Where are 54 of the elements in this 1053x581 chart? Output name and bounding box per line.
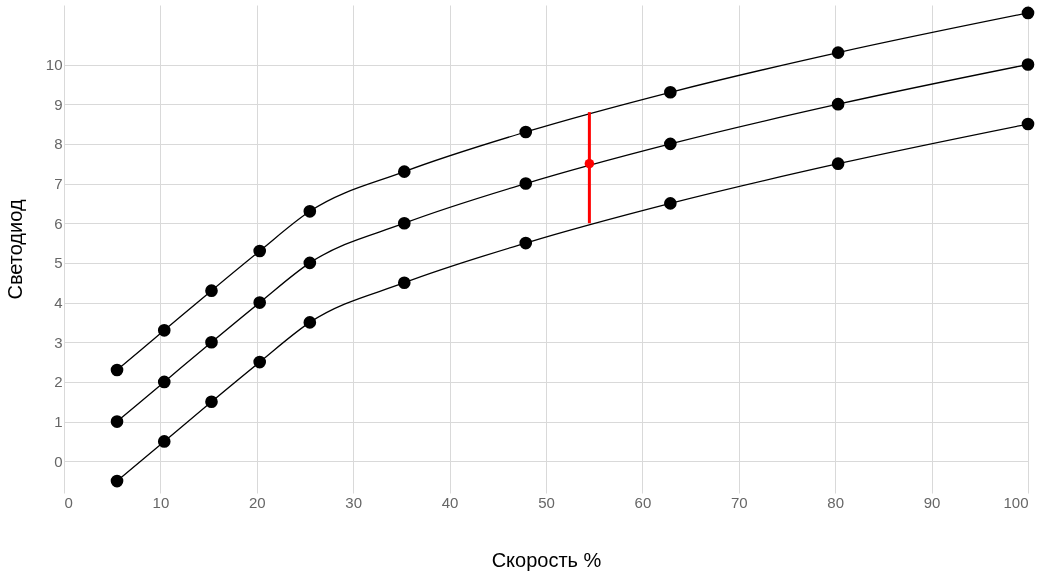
point (157, 375, 171, 389)
x-tick-label: 70 (730, 493, 748, 511)
point (397, 276, 411, 290)
point (519, 125, 533, 139)
point (664, 197, 677, 210)
point (157, 435, 171, 448)
point (157, 324, 171, 337)
x-tick-label: 90 (923, 493, 941, 511)
y-tick-label: 4 (54, 294, 63, 312)
x-tick-label: 20 (248, 493, 266, 511)
point (397, 165, 411, 178)
point (303, 316, 317, 329)
point (110, 415, 124, 428)
y-tick-label: 6 (54, 214, 63, 232)
y-tick-label: 5 (54, 254, 63, 272)
point (110, 474, 124, 488)
point (1021, 6, 1035, 20)
point (1021, 117, 1035, 131)
x-tick-label: 100 (1003, 493, 1029, 511)
y-tick-label: 3 (54, 333, 63, 351)
point (831, 46, 845, 59)
x-tick-label: 60 (634, 493, 652, 511)
point (205, 395, 218, 409)
y-tick-label: 8 (54, 135, 63, 153)
point (1021, 58, 1035, 71)
point (664, 137, 677, 151)
x-tick-label: 80 (827, 493, 845, 511)
y-tick-label: 1 (54, 413, 63, 431)
point (584, 158, 595, 169)
point (831, 157, 845, 171)
point (253, 296, 267, 309)
x-tick-label: 30 (345, 493, 363, 511)
point (205, 284, 218, 297)
x-tick-label: 10 (152, 493, 170, 511)
x-axis-title: Скорость % (491, 548, 602, 571)
y-axis-title: Светодиод (3, 199, 26, 300)
point (519, 236, 533, 250)
x-tick-label: 50 (538, 493, 555, 511)
x-tick-label: 40 (441, 493, 459, 511)
y-tick-label: 10 (45, 56, 63, 74)
y-tick-label: 2 (54, 373, 63, 391)
point (303, 205, 317, 218)
point (519, 177, 533, 190)
point (253, 355, 267, 369)
point (253, 244, 267, 258)
point (664, 85, 677, 99)
point (205, 335, 218, 349)
y-tick-label: 9 (54, 95, 63, 113)
point (110, 363, 124, 377)
point (397, 216, 411, 230)
y-tick-label: 7 (54, 175, 63, 193)
y-tick-label: 0 (54, 452, 63, 470)
point (831, 97, 845, 111)
point (303, 256, 317, 270)
